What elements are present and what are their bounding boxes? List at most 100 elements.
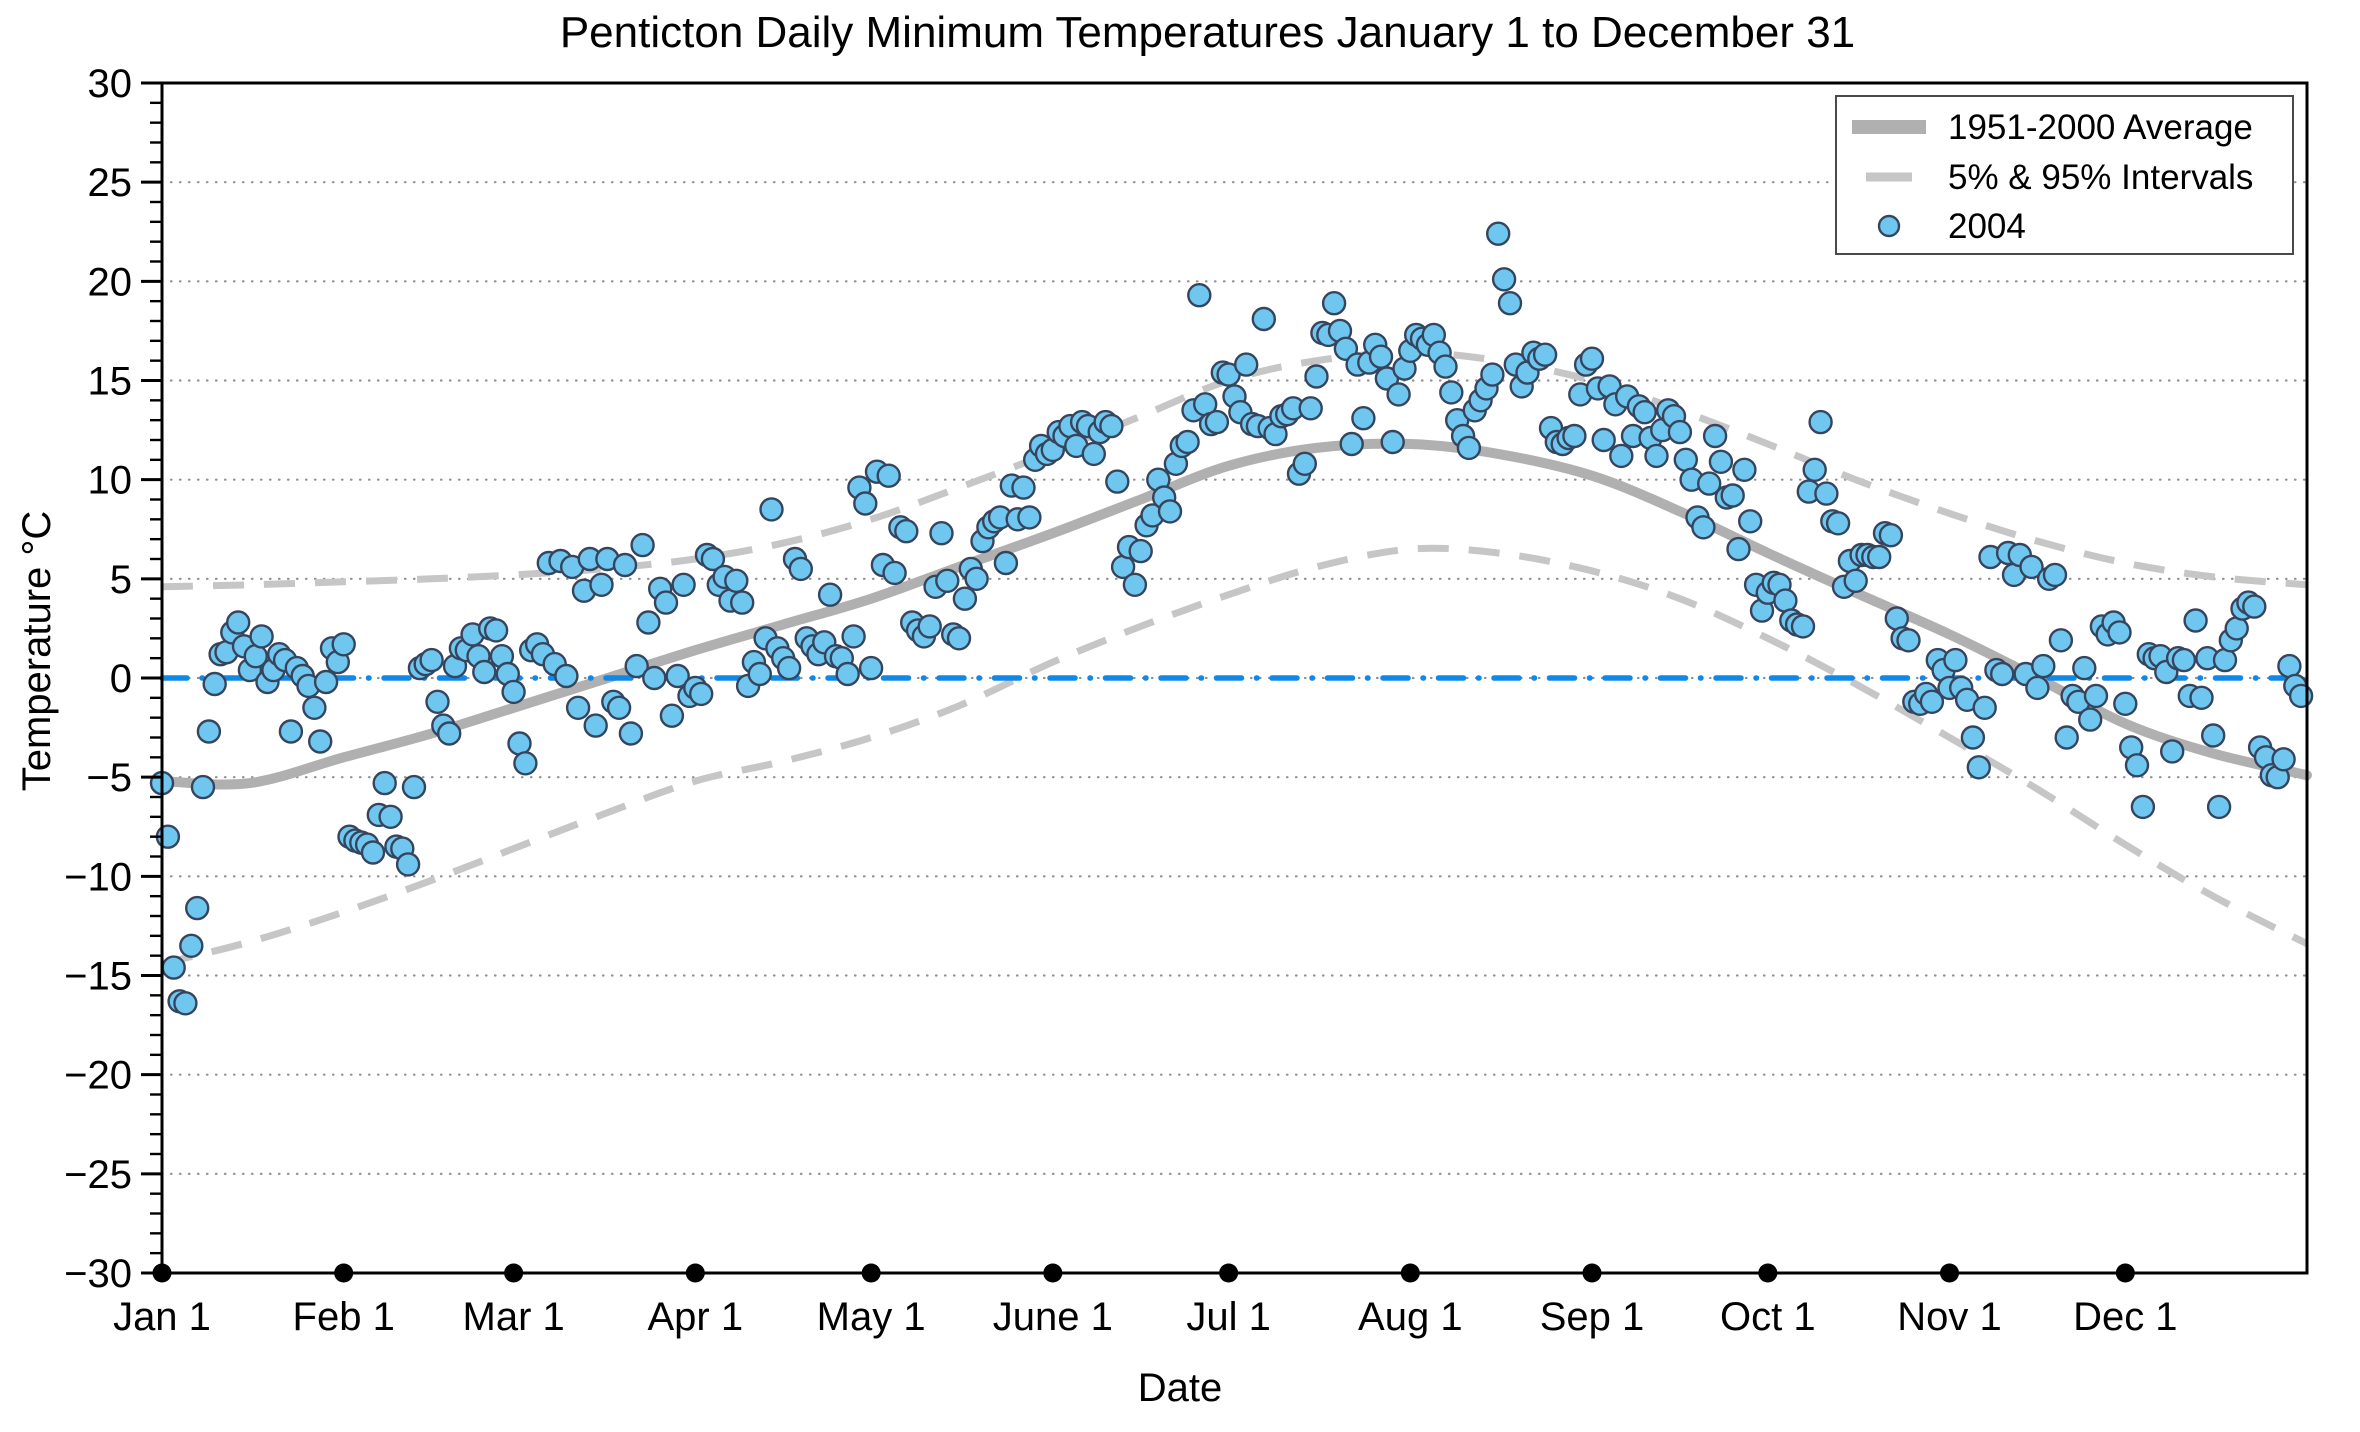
data-point-2004 (642, 665, 667, 691)
legend: 1951-2000 Average 5% & 95% Intervals 2004 (1835, 95, 2294, 255)
month-axis-dot (1219, 1263, 1239, 1283)
data-point-2004 (882, 560, 907, 586)
data-point-2004 (788, 556, 813, 582)
data-point-2004 (1321, 291, 1347, 316)
data-point-2004 (1386, 382, 1411, 407)
data-point-2004 (1591, 427, 1616, 453)
data-point-2004 (730, 590, 755, 615)
data-point-2004 (2271, 747, 2296, 772)
data-point-2004 (437, 721, 462, 746)
data-point-2004 (1532, 342, 1558, 367)
data-point-2004 (1720, 483, 1745, 508)
data-point-2004 (1825, 511, 1851, 536)
data-point-2004 (624, 653, 649, 679)
data-point-2004 (700, 546, 726, 572)
data-point-2004 (513, 751, 538, 776)
data-point-2004 (747, 661, 772, 687)
data-point-2004 (630, 532, 655, 558)
data-point-2004 (1339, 431, 1364, 457)
data-point-2004 (1644, 443, 1669, 469)
data-point-2004 (618, 721, 644, 746)
data-point-2004 (952, 586, 978, 611)
data-point-2004 (894, 519, 919, 544)
data-point-2004 (1251, 306, 1277, 332)
x-tick-label: Aug 1 (1358, 1295, 1463, 1339)
x-tick-label: Nov 1 (1897, 1295, 2002, 1339)
month-axis-dot (685, 1263, 705, 1283)
x-tick-label: May 1 (817, 1295, 926, 1339)
y-tick-label: 25 (88, 161, 133, 205)
x-tick-label: Oct 1 (1720, 1295, 1816, 1339)
data-point-2004 (1157, 499, 1183, 524)
data-point-2004 (1919, 689, 1945, 714)
data-point-2004 (161, 955, 186, 980)
data-point-2004 (507, 731, 532, 756)
average-curve-group (157, 438, 2312, 790)
month-axis-dot (2115, 1263, 2135, 1283)
data-point-2004 (1122, 572, 1148, 597)
data-point-2004 (776, 655, 802, 681)
data-point-2004 (1884, 606, 1910, 631)
data-point-2004 (372, 770, 397, 796)
data-point-2004 (1808, 409, 1833, 435)
data-point-2004 (331, 632, 356, 657)
data-point-2004 (636, 610, 661, 635)
average-curve (157, 438, 2312, 790)
data-point-2004 (2183, 608, 2208, 633)
legend-label: 2004 (1948, 207, 2026, 246)
data-point-2004 (1691, 515, 1716, 540)
data-point-2004 (1099, 413, 1124, 439)
x-axis-label: Date (1137, 1366, 1223, 1410)
lower-5-interval-curve (161, 544, 2309, 967)
data-point-2004 (2019, 554, 2044, 580)
y-tick-label: 5 (110, 558, 132, 602)
data-point-2004 (1304, 364, 1329, 389)
data-point-2004 (2242, 594, 2267, 619)
data-point-2004 (2031, 653, 2056, 679)
legend-2004-marker-swatch (1877, 214, 1901, 238)
data-point-2004 (1380, 429, 1405, 455)
data-point-2004 (313, 669, 339, 695)
data-point-2004 (483, 618, 509, 643)
data-point-2004 (917, 614, 942, 639)
data-point-2004 (876, 463, 901, 488)
data-point-2004 (1298, 396, 1323, 421)
data-point-2004 (1485, 221, 1511, 246)
data-point-2004 (2206, 794, 2232, 820)
data-point-2004 (1673, 447, 1699, 472)
month-axis-dot (1758, 1263, 1778, 1283)
data-point-2004 (841, 624, 866, 649)
legend-label: 5% & 95% Intervals (1948, 158, 2253, 197)
y-tick-label: −30 (64, 1252, 132, 1296)
data-point-2004 (1128, 538, 1153, 564)
month-axis-dot (334, 1263, 354, 1283)
data-point-2004 (501, 679, 526, 705)
data-point-2004 (653, 590, 679, 615)
data-point-2004 (2277, 653, 2302, 679)
data-point-2004 (929, 521, 954, 546)
data-point-2004 (612, 552, 638, 578)
data-point-2004 (202, 671, 227, 697)
scatter-series-2004 (149, 221, 2314, 1016)
y-tick-label: 30 (88, 62, 133, 106)
data-point-2004 (1696, 471, 1722, 496)
data-point-2004 (1579, 346, 1605, 371)
data-point-2004 (1081, 441, 1107, 467)
data-point-2004 (190, 774, 216, 800)
data-point-2004 (935, 568, 960, 593)
data-point-2004 (1456, 435, 1482, 461)
month-axis-dot (504, 1263, 524, 1283)
data-point-2004 (1204, 409, 1230, 435)
x-tick-label: Sep 1 (1540, 1295, 1645, 1339)
data-point-2004 (1878, 523, 1904, 548)
data-point-2004 (1632, 400, 1657, 425)
data-point-2004 (1609, 443, 1634, 469)
data-point-2004 (1943, 647, 1968, 673)
data-point-2004 (2159, 739, 2185, 764)
data-point-2004 (1480, 362, 1505, 387)
data-point-2004 (425, 689, 450, 714)
data-point-2004 (2077, 707, 2103, 732)
data-point-2004 (606, 695, 632, 720)
data-point-2004 (2113, 691, 2138, 716)
data-point-2004 (1732, 457, 1757, 482)
